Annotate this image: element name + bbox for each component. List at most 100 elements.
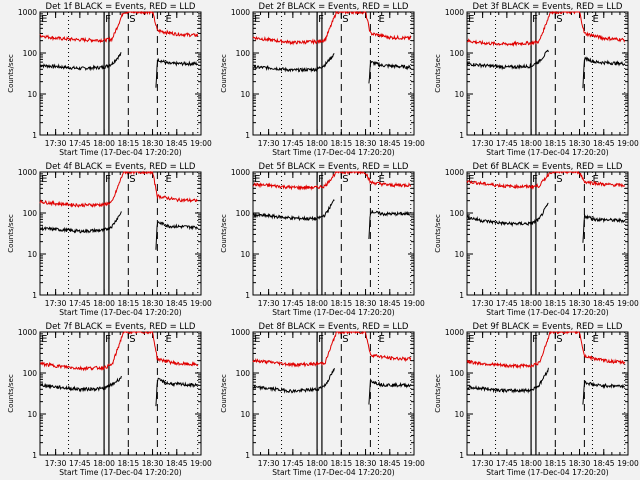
y-tick-label: 100 [236, 49, 251, 58]
marker-label-S: S [342, 334, 348, 345]
y-tick-label: 1 [245, 451, 250, 460]
marker-label-F: F [318, 334, 324, 345]
x-tick-label: 18:30 [569, 139, 591, 148]
marker-label-E: E [165, 14, 171, 25]
marker-label-F: F [532, 174, 538, 185]
x-tick-label: 19:00 [403, 459, 425, 468]
marker-label-E: E [254, 14, 260, 25]
x-tick-label: 17:30 [472, 299, 494, 308]
y-tick-label: 10 [27, 250, 37, 259]
lld-series-line [466, 170, 626, 190]
y-axis-label: Counts/sec [7, 374, 15, 413]
marker-label-S: S [342, 14, 348, 25]
marker-label-S: S [342, 174, 348, 185]
marker-label-E: E [468, 334, 474, 345]
x-tick-label: 18:00 [306, 459, 328, 468]
panel-title: Det 6f BLACK = Events, RED = LLD [473, 162, 623, 172]
x-tick-label: 19:00 [190, 299, 212, 308]
x-tick-label: 18:30 [355, 299, 377, 308]
panel-6: Det 6f BLACK = Events, RED = LLD 1 10 100 10… [434, 162, 639, 317]
lld-series-line [39, 170, 199, 208]
events-series-line [39, 375, 199, 407]
x-tick-label: 19:00 [190, 459, 212, 468]
y-axis-label: Counts/sec [220, 374, 228, 413]
x-tick-label: 17:30 [258, 299, 280, 308]
panel-8: Det 8f BLACK = Events, RED = LLD 1 10 100 10… [220, 322, 425, 477]
panel-title: Det 9f BLACK = Events, RED = LLD [473, 322, 623, 332]
marker-label-E: E [254, 334, 260, 345]
marker-label-F: F [318, 14, 324, 25]
x-tick-label: 19:00 [617, 459, 639, 468]
marker-label-E: E [592, 174, 598, 185]
x-tick-label: 19:00 [190, 139, 212, 148]
events-series-line [466, 49, 626, 89]
x-tick-label: 18:45 [166, 459, 188, 468]
y-tick-label: 1000 [445, 168, 464, 177]
y-tick-label: 100 [450, 209, 465, 218]
y-axis-label: Counts/sec [434, 374, 442, 413]
panel-title: Det 5f BLACK = Events, RED = LLD [259, 162, 409, 172]
x-tick-label: 18:15 [330, 139, 352, 148]
x-tick-label: 18:15 [330, 459, 352, 468]
y-tick-label: 1 [459, 131, 464, 140]
x-tick-label: 19:00 [617, 139, 639, 148]
x-tick-label: 17:45 [69, 139, 91, 148]
x-tick-label: 18:00 [520, 139, 542, 148]
lld-series-line [466, 10, 626, 47]
x-tick-label: 19:00 [403, 139, 425, 148]
y-tick-label: 10 [454, 250, 464, 259]
x-tick-label: 18:15 [544, 459, 566, 468]
x-tick-label: 18:15 [544, 299, 566, 308]
x-tick-label: 17:45 [496, 459, 518, 468]
marker-label-S: S [556, 334, 562, 345]
x-axis-label: Start Time (17-Dec-04 17:20:20) [486, 308, 608, 317]
x-tick-label: 18:00 [520, 299, 542, 308]
x-tick-label: 18:15 [117, 139, 139, 148]
x-axis-label: Start Time (17-Dec-04 17:20:20) [59, 308, 181, 317]
lld-series-line [39, 331, 199, 372]
x-axis-label: Start Time (17-Dec-04 17:20:20) [272, 308, 394, 317]
y-tick-label: 10 [240, 250, 250, 259]
y-tick-label: 10 [27, 410, 37, 419]
x-tick-label: 17:45 [282, 459, 304, 468]
x-tick-label: 17:30 [258, 139, 280, 148]
x-tick-label: 17:30 [45, 459, 67, 468]
marker-label-F: F [105, 174, 111, 185]
y-axis-label: Counts/sec [7, 54, 15, 93]
events-series-line [39, 211, 198, 250]
x-tick-label: 18:15 [117, 459, 139, 468]
x-tick-label: 18:00 [93, 299, 115, 308]
x-axis-label: Start Time (17-Dec-04 17:20:20) [272, 148, 394, 157]
x-tick-label: 18:45 [379, 299, 401, 308]
y-tick-label: 100 [450, 49, 465, 58]
marker-label-E: E [41, 14, 47, 25]
x-axis-label: Start Time (17-Dec-04 17:20:20) [486, 468, 608, 477]
x-tick-label: 18:45 [593, 459, 615, 468]
x-axis-label: Start Time (17-Dec-04 17:20:20) [59, 148, 181, 157]
panel-3: Det 3f BLACK = Events, RED = LLD 1 10 100 10… [434, 2, 639, 157]
marker-label-S: S [556, 14, 562, 25]
marker-label-E: E [468, 174, 474, 185]
y-tick-label: 1 [32, 451, 37, 460]
marker-label-E: E [165, 174, 171, 185]
x-tick-label: 18:00 [520, 459, 542, 468]
panel-2: Det 2f BLACK = Events, RED = LLD 1 10 100 10… [220, 2, 425, 157]
y-tick-label: 1 [459, 451, 464, 460]
x-tick-label: 17:30 [472, 459, 494, 468]
marker-label-E: E [378, 334, 384, 345]
y-tick-label: 1 [32, 131, 37, 140]
marker-label-F: F [318, 174, 324, 185]
x-tick-label: 17:45 [496, 299, 518, 308]
x-tick-label: 19:00 [403, 299, 425, 308]
y-axis-label: Counts/sec [220, 214, 228, 253]
marker-label-S: S [129, 14, 135, 25]
marker-label-S: S [129, 334, 135, 345]
marker-label-E: E [41, 174, 47, 185]
y-tick-label: 1000 [231, 168, 250, 177]
marker-label-E: E [592, 14, 598, 25]
x-tick-label: 18:00 [306, 139, 328, 148]
x-tick-label: 18:45 [166, 299, 188, 308]
events-series-line [252, 367, 412, 405]
x-axis-label: Start Time (17-Dec-04 17:20:20) [486, 148, 608, 157]
